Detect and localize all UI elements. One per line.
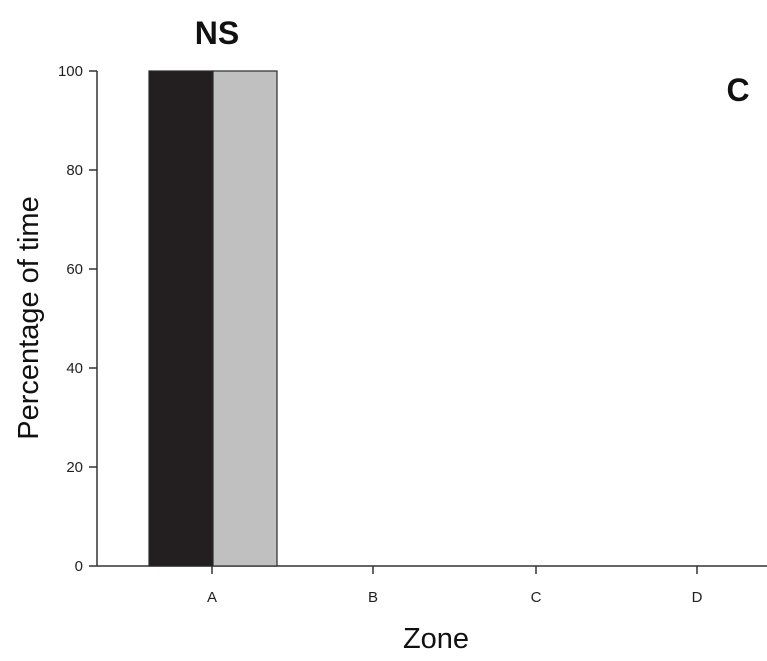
y-tick-label: 60 bbox=[66, 261, 83, 278]
panel-label: C bbox=[726, 72, 749, 108]
x-tick-label: C bbox=[531, 589, 542, 606]
y-tick-label: 80 bbox=[66, 162, 83, 179]
x-tick-label: D bbox=[692, 589, 703, 606]
bar bbox=[212, 70, 278, 567]
y-tick-label: 20 bbox=[66, 459, 83, 476]
y-axis-title: Percentage of time bbox=[13, 196, 45, 439]
x-tick-label: B bbox=[368, 589, 378, 606]
x-axis-title: Zone bbox=[403, 623, 469, 655]
y-axis: 0 20 40 60 80 100 bbox=[58, 63, 98, 575]
x-tick-label: A bbox=[207, 589, 217, 606]
significance-label: NS bbox=[195, 15, 239, 51]
y-tick-label: 40 bbox=[66, 360, 83, 377]
bar bbox=[148, 70, 214, 567]
y-tick-label: 100 bbox=[58, 63, 83, 80]
bars bbox=[148, 70, 278, 567]
y-tick-label: 0 bbox=[75, 558, 83, 575]
x-axis: A B C D bbox=[97, 565, 767, 606]
annotations: NS bbox=[195, 15, 239, 51]
